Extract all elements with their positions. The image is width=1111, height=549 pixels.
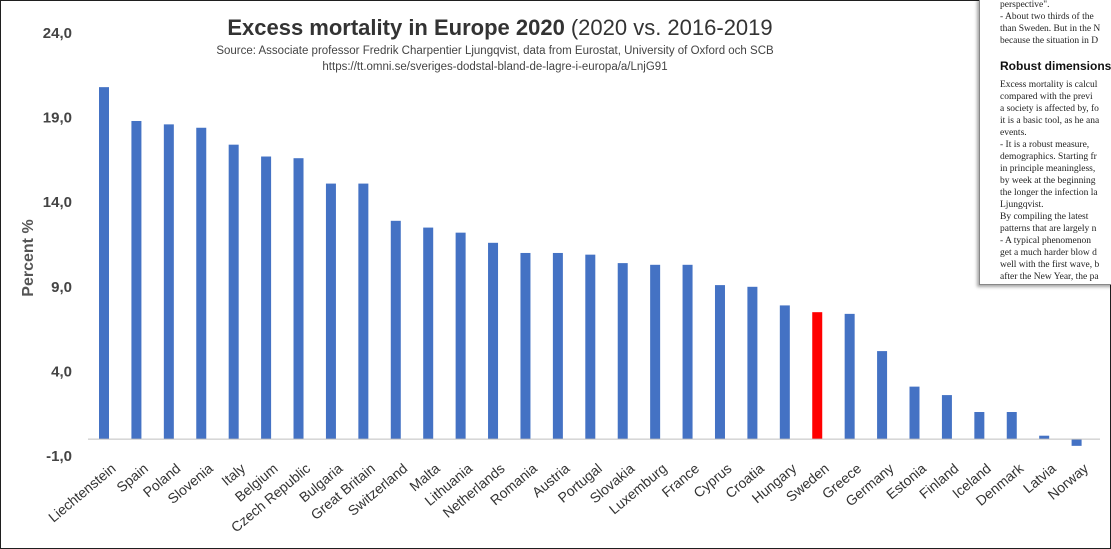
bar-italy xyxy=(228,144,239,440)
bar-lithuania xyxy=(455,232,466,440)
bar-malta xyxy=(423,227,434,440)
bar-france xyxy=(682,264,693,440)
bar-portugal xyxy=(585,254,596,440)
article-body: perspective". - About two thirds of the t… xyxy=(980,0,1111,284)
article-line: - A typical phenomenon xyxy=(1000,236,1092,246)
bar-latvia xyxy=(1039,435,1050,440)
article-line: because the situation in D xyxy=(1000,36,1099,46)
article-heading: Robust dimensions xyxy=(1000,59,1111,73)
y-axis-label: Percent % xyxy=(20,219,37,296)
article-line: well with the first wave, b xyxy=(1000,260,1100,270)
bar-belgium xyxy=(261,156,272,440)
bar-austria xyxy=(552,252,563,440)
chart-title: Excess mortality in Europe 2020 (2020 vs.… xyxy=(227,15,772,40)
bar-finland xyxy=(941,395,952,440)
bar-liechtenstein xyxy=(99,87,109,440)
y-tick-label: 9,0 xyxy=(51,279,72,296)
article-line: perspective". xyxy=(1000,0,1050,10)
article-overlay: perspective". - About two thirds of the t… xyxy=(979,0,1111,285)
article-line: it is a basic tool, as he ana xyxy=(1000,116,1100,126)
category-label: Liechtenstein xyxy=(45,460,118,525)
article-line: by week at the beginning xyxy=(1000,176,1096,186)
article-line: Excess mortality is calcul xyxy=(1000,80,1098,90)
bar-luxemburg xyxy=(650,264,661,440)
bar-slovenia xyxy=(196,127,207,440)
article-spacer xyxy=(1000,47,1111,55)
article-line: patterns that are largely n xyxy=(1000,224,1097,234)
bar-cyprus xyxy=(714,285,725,440)
article-line: which were previously qu xyxy=(1000,283,1111,284)
article-line: after the New Year, the pa xyxy=(1000,272,1099,282)
article-line: - About two thirds of the xyxy=(1000,12,1094,22)
bar-netherlands xyxy=(488,242,499,440)
chart-title-main: Excess mortality in Europe 2020 xyxy=(227,15,565,40)
article-line: the longer the infection la xyxy=(1000,188,1098,198)
chart-source-url: https://tt.omni.se/sveriges-dodstal-blan… xyxy=(322,61,667,73)
y-tick-label: -1,0 xyxy=(46,448,72,465)
bar-croatia xyxy=(747,286,758,440)
bar-denmark xyxy=(1006,412,1017,440)
article-line: than Sweden. But in the N xyxy=(1000,24,1101,34)
y-tick-label: 14,0 xyxy=(43,194,72,211)
article-line: in principle meaningless, xyxy=(1000,164,1096,174)
article-line: demographics. Starting fr xyxy=(1000,152,1097,162)
y-tick-label: 24,0 xyxy=(43,25,72,42)
bar-iceland xyxy=(974,412,985,440)
bar-romania xyxy=(520,252,531,440)
article-line: events. xyxy=(1000,128,1027,138)
article-line: compared with the previ xyxy=(1000,92,1093,102)
y-axis-ticks: -1,0 4,0 9,0 14,0 19,0 24,0 xyxy=(43,25,72,465)
bar-bulgaria xyxy=(325,183,336,440)
article-line: - It is a robust measure, xyxy=(1000,140,1090,150)
bars xyxy=(99,87,1082,446)
bar-slovakia xyxy=(617,263,628,440)
y-tick-label: 19,0 xyxy=(43,110,72,127)
bar-estonia xyxy=(909,386,920,440)
y-tick-label: 4,0 xyxy=(51,363,72,380)
bar-greece xyxy=(844,313,855,440)
bar-sweden xyxy=(812,312,823,440)
bar-germany xyxy=(877,351,888,440)
bar-norway xyxy=(1071,439,1082,446)
bar-czech-republic xyxy=(293,158,304,440)
bar-great-britain xyxy=(358,183,369,440)
bar-hungary xyxy=(779,305,790,440)
chart-source: Source: Associate professor Fredrik Char… xyxy=(216,45,774,57)
bar-poland xyxy=(163,124,174,440)
chart-title-period: (2020 vs. 2016-2019 xyxy=(571,15,773,40)
article-line: get a much harder blow d xyxy=(1000,248,1097,258)
article-line: By compiling the latest xyxy=(1000,212,1089,222)
bar-spain xyxy=(131,120,142,440)
article-line: a society is affected by, fo xyxy=(1000,104,1099,114)
bar-switzerland xyxy=(390,220,401,440)
article-line: Ljungqvist. xyxy=(1000,200,1044,210)
